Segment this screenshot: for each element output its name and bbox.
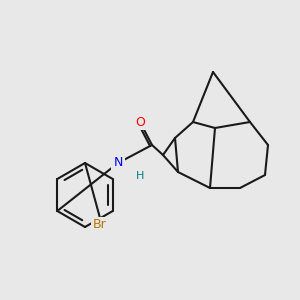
Text: Br: Br (93, 218, 107, 232)
Text: H: H (136, 171, 144, 181)
Text: N: N (113, 157, 123, 169)
Text: O: O (135, 116, 145, 128)
